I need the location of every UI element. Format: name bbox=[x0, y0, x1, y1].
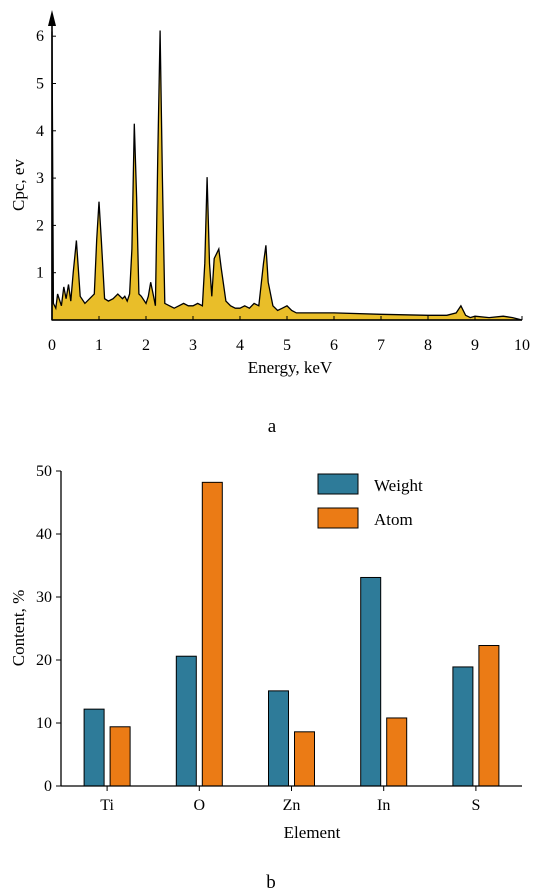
content-bars bbox=[83, 481, 500, 787]
bar-weight-zn bbox=[268, 690, 289, 787]
spectrum-y-tick-label: 5 bbox=[36, 75, 44, 92]
legend-label-weight: Weight bbox=[374, 476, 423, 495]
bar-y-tick-label: 20 bbox=[36, 652, 52, 669]
bar-weight-in bbox=[360, 576, 382, 787]
spectrum-y-tick-labels: 1 2 3 4 5 6 bbox=[36, 28, 44, 282]
bar-x-tick-label: Zn bbox=[283, 797, 301, 814]
spectrum-y-axis-label: Cpc, ev bbox=[9, 159, 28, 211]
bar-x-tick-label: O bbox=[194, 797, 206, 814]
spectrum-x-tick-label: 3 bbox=[189, 337, 197, 354]
spectrum-x-tick-label: 7 bbox=[377, 337, 385, 354]
bar-x-tick-label: Ti bbox=[100, 797, 114, 814]
panel-label-b: b bbox=[266, 872, 276, 893]
spectrum-area bbox=[51, 30, 523, 321]
bar-x-ticks: Ti O Zn In S bbox=[100, 786, 480, 814]
spectrum-x-tick-label: 9 bbox=[471, 337, 479, 354]
spectrum-y-tick-label: 2 bbox=[36, 217, 44, 234]
panel-b-bar-chart: 0 10 20 30 40 50 Ti O Zn In S Weight Atom Element… bbox=[9, 463, 522, 893]
bar-y-ticks: 0 10 20 30 40 50 bbox=[36, 463, 61, 795]
spectrum-x-tick-label: 1 bbox=[95, 337, 103, 354]
legend-label-atom: Atom bbox=[374, 510, 413, 529]
spectrum-x-tick-label: 10 bbox=[514, 337, 530, 354]
bar-atom-zn bbox=[294, 731, 315, 787]
bar-weight-ti bbox=[83, 708, 105, 787]
legend-swatch-weight bbox=[317, 473, 359, 495]
spectrum-x-tick-label: 8 bbox=[424, 337, 432, 354]
bar-atom-in bbox=[386, 717, 408, 787]
bar-y-tick-label: 0 bbox=[44, 778, 52, 795]
spectrum-x-tick-label: 4 bbox=[236, 337, 244, 354]
spectrum-y-tick-label: 1 bbox=[36, 265, 44, 282]
spectrum-x-axis-label: Energy, keV bbox=[248, 358, 333, 377]
bar-legend: Weight Atom bbox=[317, 473, 423, 529]
bar-y-tick-label: 40 bbox=[36, 526, 52, 543]
bar-y-tick-label: 10 bbox=[36, 715, 52, 732]
bar-x-tick-label: S bbox=[471, 797, 480, 814]
bar-weight-s bbox=[452, 666, 474, 787]
spectrum-axis-ticks bbox=[51, 35, 523, 320]
bar-y-tick-label: 30 bbox=[36, 589, 52, 606]
bar-x-tick-label: In bbox=[377, 797, 390, 814]
bar-x-axis-label: Element bbox=[284, 823, 341, 842]
bar-atom-ti bbox=[109, 726, 131, 787]
bar-atom-o bbox=[201, 481, 223, 787]
spectrum-y-axis-arrow bbox=[48, 10, 56, 26]
spectrum-y-tick-label: 4 bbox=[36, 123, 44, 140]
spectrum-x-tick-labels: 0 1 2 3 4 5 6 7 8 9 10 bbox=[48, 337, 530, 354]
spectrum-x-tick-label: 2 bbox=[142, 337, 150, 354]
bar-y-tick-label: 50 bbox=[36, 463, 52, 480]
bar-atom-s bbox=[478, 645, 500, 787]
panel-label-a: a bbox=[268, 416, 277, 437]
spectrum-x-tick-label: 0 bbox=[48, 337, 56, 354]
bar-y-axis-label: Content, % bbox=[9, 590, 28, 667]
spectrum-x-tick-label: 5 bbox=[283, 337, 291, 354]
legend-swatch-atom bbox=[317, 507, 359, 529]
spectrum-y-tick-label: 3 bbox=[36, 170, 44, 187]
bar-weight-o bbox=[175, 655, 197, 787]
spectrum-x-tick-label: 6 bbox=[330, 337, 338, 354]
spectrum-y-tick-label: 6 bbox=[36, 28, 44, 45]
